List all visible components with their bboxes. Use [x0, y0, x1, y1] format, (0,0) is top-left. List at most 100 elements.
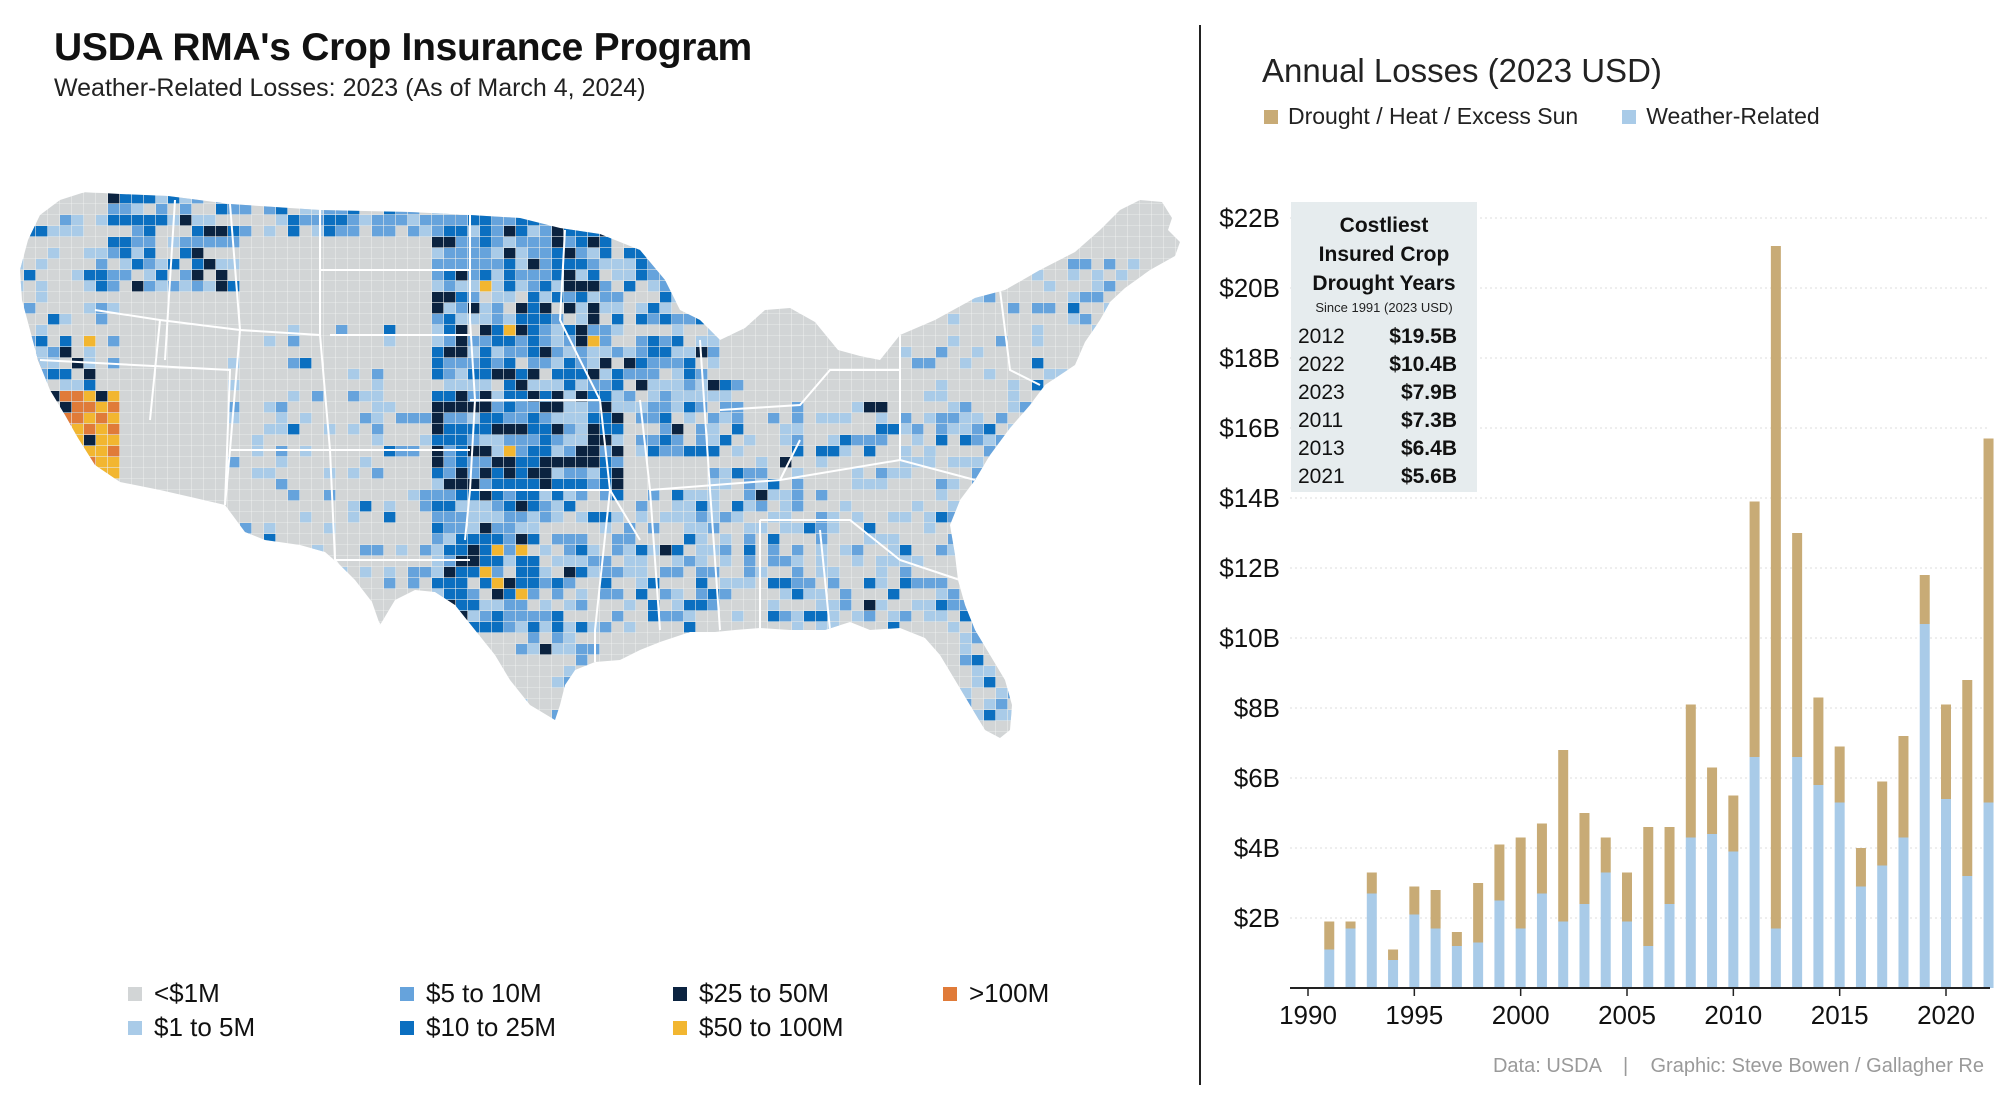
county-cell — [516, 589, 528, 600]
county-cell — [996, 512, 1008, 523]
county-cell — [936, 490, 948, 501]
county-cell — [912, 358, 924, 369]
county-cell — [972, 413, 984, 424]
county-cell — [672, 490, 684, 501]
county-cell — [636, 380, 648, 391]
county-cell — [732, 512, 744, 523]
county-cell — [588, 314, 600, 325]
county-cell — [468, 391, 480, 402]
legend-label-drought: Drought / Heat / Excess Sun — [1288, 103, 1579, 129]
county-cell — [672, 424, 684, 435]
county-cell — [900, 270, 912, 281]
bar-weather-related — [1877, 865, 1888, 988]
county-cell — [348, 204, 360, 215]
county-cell — [516, 479, 528, 490]
county-cell — [672, 402, 684, 413]
county-cell — [1032, 523, 1044, 534]
county-cell — [372, 380, 384, 391]
county-cell — [552, 215, 564, 226]
county-cell — [684, 391, 696, 402]
legend-swatch-weather — [1622, 109, 1637, 124]
county-cell — [432, 567, 444, 578]
county-cell — [372, 193, 384, 204]
county-cell — [168, 281, 180, 292]
county-cell — [72, 270, 84, 281]
county-cell — [996, 545, 1008, 556]
county-cell — [552, 457, 564, 468]
county-cell — [444, 402, 456, 413]
county-cell — [528, 270, 540, 281]
x-tick-label: 2015 — [1811, 1000, 1869, 1030]
county-cell — [912, 578, 924, 589]
county-cell — [624, 270, 636, 281]
county-cell — [108, 270, 120, 281]
county-cell — [552, 237, 564, 248]
county-cell — [1008, 391, 1020, 402]
county-cell — [216, 226, 228, 237]
county-cell — [564, 677, 576, 688]
county-cell — [180, 237, 192, 248]
county-cell — [468, 545, 480, 556]
county-cell — [24, 336, 36, 347]
legend-label: $1 to 5M — [154, 1012, 256, 1042]
bar-weather-related — [1366, 893, 1377, 988]
county-cell — [36, 226, 48, 237]
county-cell — [1116, 347, 1128, 358]
county-cell — [336, 204, 348, 215]
bar-drought-heat — [1366, 872, 1377, 894]
county-cell — [1008, 380, 1020, 391]
county-cell — [888, 424, 900, 435]
county-cell — [624, 534, 636, 545]
county-cell — [444, 204, 456, 215]
callout-year: 2022 — [1298, 353, 1345, 376]
county-cell — [996, 688, 1008, 699]
legend-label: <$1M — [154, 978, 220, 1008]
county-cell — [996, 446, 1008, 457]
county-cell — [492, 402, 504, 413]
county-cell — [924, 391, 936, 402]
county-cell — [1008, 501, 1020, 512]
county-cell — [552, 490, 564, 501]
county-cell — [456, 490, 468, 501]
county-cell — [972, 655, 984, 666]
bar-drought-heat — [1409, 886, 1420, 915]
county-cell — [672, 512, 684, 523]
county-cell — [1032, 303, 1044, 314]
county-cell — [48, 413, 60, 424]
county-cell — [60, 424, 72, 435]
county-cell — [228, 204, 240, 215]
county-cell — [552, 644, 564, 655]
county-cell — [564, 369, 576, 380]
county-cell — [924, 578, 936, 589]
county-cell — [204, 259, 216, 270]
county-cell — [576, 677, 588, 688]
bar-weather-related — [1834, 802, 1845, 988]
bar-drought-heat — [1643, 827, 1654, 946]
county-cell — [276, 413, 288, 424]
county-cell — [432, 325, 444, 336]
bar-weather-related — [1558, 921, 1569, 988]
county-cell — [1008, 611, 1020, 622]
county-cell — [672, 358, 684, 369]
county-cell — [1032, 325, 1044, 336]
county-cell — [1152, 479, 1164, 490]
county-cell — [660, 281, 672, 292]
county-cell — [684, 358, 696, 369]
county-cell — [540, 270, 552, 281]
county-cell — [156, 270, 168, 281]
county-cell — [504, 248, 516, 259]
county-cell — [540, 578, 552, 589]
county-cell — [324, 424, 336, 435]
county-cell — [492, 226, 504, 237]
legend-swatch — [128, 1020, 142, 1035]
bar-drought-heat — [1600, 837, 1611, 873]
county-cell — [1044, 567, 1056, 578]
bar-drought-heat — [1792, 533, 1803, 757]
county-cell — [348, 512, 360, 523]
county-cell — [552, 325, 564, 336]
county-cell — [372, 369, 384, 380]
footer-separator: | — [1623, 1055, 1629, 1077]
chart-legend: Drought / Heat / Excess Sun Weather-Rela… — [1264, 103, 1864, 130]
county-cell — [216, 204, 228, 215]
county-cell — [492, 303, 504, 314]
